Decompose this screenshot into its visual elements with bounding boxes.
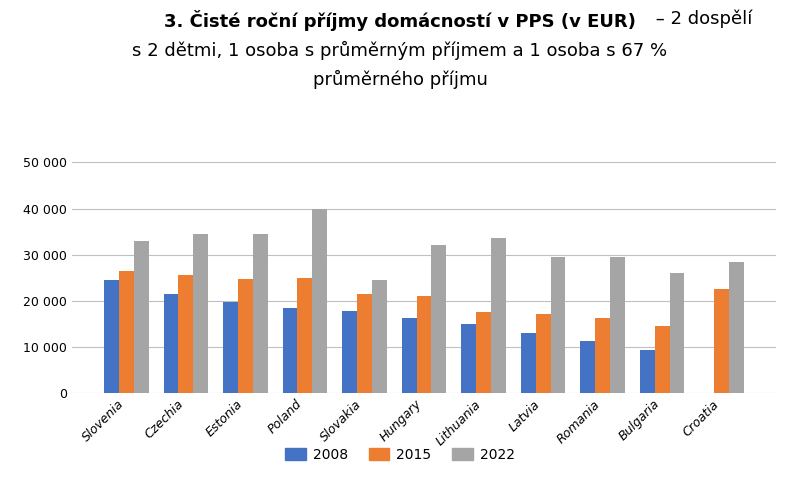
Bar [640, 351, 654, 393]
Bar [178, 275, 194, 393]
Text: – 2 dospělí: – 2 dospělí [650, 10, 752, 28]
Bar [670, 273, 685, 393]
Bar [357, 294, 372, 393]
Bar [729, 262, 744, 393]
Bar [223, 302, 238, 393]
Text: s 2 dětmi, 1 osoba s průměrným příjmem a 1 osoba s 67 %: s 2 dětmi, 1 osoba s průměrným příjmem a… [133, 41, 667, 60]
Bar [521, 333, 536, 393]
Bar [654, 326, 670, 393]
Bar [312, 208, 327, 393]
Bar [402, 318, 417, 393]
Bar [610, 257, 625, 393]
Bar [462, 324, 476, 393]
Bar [298, 278, 312, 393]
Bar [282, 308, 298, 393]
Bar [194, 234, 208, 393]
Bar [536, 315, 550, 393]
Bar [253, 234, 268, 393]
Bar [104, 280, 119, 393]
Text: 3. Čisté roční příjmy domácností v PPS (v EUR): 3. Čisté roční příjmy domácností v PPS (… [164, 10, 636, 31]
Bar [714, 289, 729, 393]
Bar [238, 279, 253, 393]
Bar [119, 271, 134, 393]
Bar [372, 280, 386, 393]
Legend: 2008, 2015, 2022: 2008, 2015, 2022 [279, 442, 521, 468]
Bar [550, 257, 566, 393]
Bar [163, 294, 178, 393]
Bar [417, 296, 431, 393]
Bar [134, 241, 149, 393]
Bar [342, 311, 357, 393]
Bar [491, 239, 506, 393]
Text: průměrného příjmu: průměrného příjmu [313, 69, 487, 89]
Bar [595, 318, 610, 393]
Bar [580, 341, 595, 393]
Bar [476, 312, 491, 393]
Bar [431, 245, 446, 393]
